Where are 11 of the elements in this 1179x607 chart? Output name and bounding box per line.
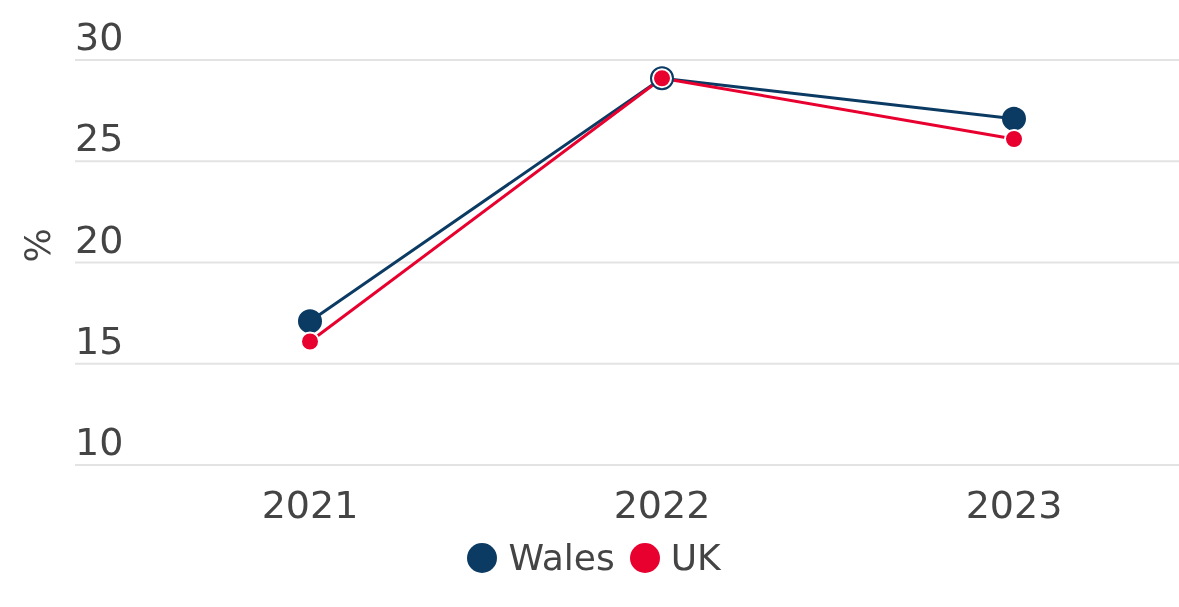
- x-tick-label: 2021: [261, 482, 359, 527]
- x-tick-label: 2022: [613, 482, 711, 527]
- y-tick-label: 10: [75, 420, 124, 464]
- legend-label: UK: [670, 537, 721, 578]
- y-tick-label: 20: [75, 217, 124, 262]
- y-tick-label: 30: [75, 15, 124, 59]
- x-tick-label: 2023: [965, 482, 1063, 527]
- y-tick-label: 25: [75, 116, 124, 161]
- y-axis-title: %: [16, 228, 58, 263]
- legend-label: Wales: [508, 537, 615, 578]
- y-tick-label: 15: [75, 318, 124, 363]
